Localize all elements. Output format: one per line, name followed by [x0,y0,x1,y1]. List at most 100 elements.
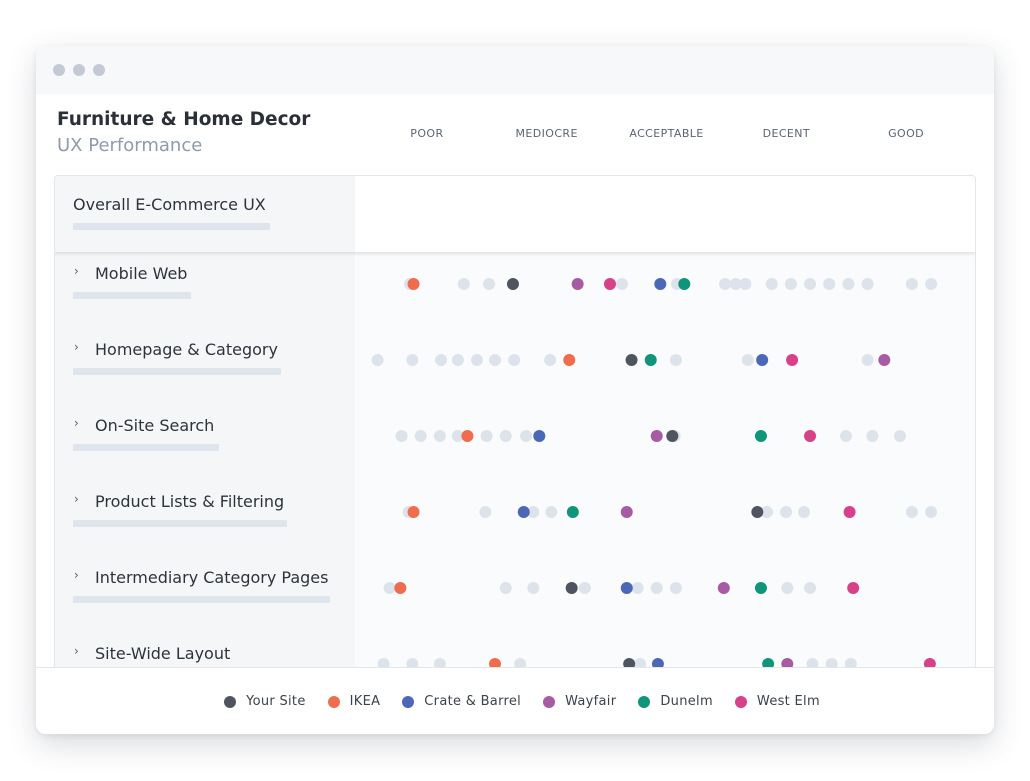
legend-item-your-site[interactable]: Your Site [224,694,306,709]
benchmark-dot[interactable] [451,354,464,366]
dot-ikea[interactable] [461,430,474,442]
benchmark-dot[interactable] [479,506,492,518]
benchmark-dot[interactable] [729,278,742,290]
benchmark-dot[interactable] [719,278,732,290]
benchmark-dot[interactable] [514,658,527,668]
dot-west-elm[interactable] [804,430,817,442]
benchmark-dot[interactable] [861,278,874,290]
benchmark-dot[interactable] [633,658,646,668]
dot-west-elm[interactable] [847,582,860,594]
expand-icon[interactable]: › [74,264,79,278]
benchmark-dot[interactable] [741,354,754,366]
benchmark-dot[interactable] [781,582,794,594]
benchmark-dot[interactable] [520,430,533,442]
dot-ikea[interactable] [407,278,420,290]
expand-icon[interactable]: › [74,492,79,506]
benchmark-dot[interactable] [433,430,446,442]
benchmark-dot[interactable] [804,582,817,594]
benchmark-dot[interactable] [765,278,778,290]
dot-crate-barrel[interactable] [654,278,667,290]
dot-crate-barrel[interactable] [756,354,769,366]
benchmark-dot[interactable] [406,354,419,366]
benchmark-dot[interactable] [840,430,853,442]
benchmark-dot[interactable] [578,582,591,594]
dot-crate-barrel[interactable] [620,582,633,594]
dot-dunelm[interactable] [754,582,767,594]
benchmark-dot[interactable] [631,582,644,594]
benchmark-dot[interactable] [457,278,470,290]
benchmark-dot[interactable] [780,506,793,518]
benchmark-dot[interactable] [406,658,419,668]
benchmark-dot[interactable] [669,354,682,366]
expand-icon[interactable]: › [74,340,79,354]
benchmark-dot[interactable] [371,354,384,366]
dot-crate-barrel[interactable] [651,658,664,668]
benchmark-dot[interactable] [784,278,797,290]
row-label-site-wide-layout[interactable]: Site-Wide Layout [95,644,231,663]
dot-ikea[interactable] [407,506,420,518]
benchmark-dot[interactable] [527,506,540,518]
dot-your-site[interactable] [751,506,764,518]
row-label-intermediary-category-pages[interactable]: Intermediary Category Pages [95,568,329,587]
legend-item-west-elm[interactable]: West Elm [734,694,820,709]
benchmark-dot[interactable] [893,430,906,442]
benchmark-dot[interactable] [508,354,521,366]
benchmark-dot[interactable] [499,582,512,594]
benchmark-dot[interactable] [499,430,512,442]
window-dot[interactable] [53,64,65,76]
benchmark-dot[interactable] [842,278,855,290]
benchmark-dot[interactable] [433,658,446,668]
expand-icon[interactable]: › [74,416,79,430]
dot-crate-barrel[interactable] [533,430,546,442]
dot-dunelm[interactable] [762,658,775,668]
dot-west-elm[interactable] [923,658,936,668]
benchmark-dot[interactable] [844,658,857,668]
benchmark-dot[interactable] [905,278,918,290]
row-label-product-lists-filtering[interactable]: Product Lists & Filtering [95,492,285,511]
benchmark-dot[interactable] [377,658,390,668]
benchmark-dot[interactable] [650,582,663,594]
benchmark-dot[interactable] [482,278,495,290]
benchmark-dot[interactable] [760,506,773,518]
benchmark-dot[interactable] [866,430,879,442]
dot-your-site[interactable] [565,582,578,594]
dot-west-elm[interactable] [843,506,856,518]
benchmark-dot[interactable] [861,354,874,366]
benchmark-dot[interactable] [925,506,938,518]
row-label-mobile-web[interactable]: Mobile Web [95,264,188,283]
benchmark-dot[interactable] [823,278,836,290]
window-dot[interactable] [73,64,85,76]
benchmark-dot[interactable] [806,658,819,668]
benchmark-dot[interactable] [488,354,501,366]
dot-west-elm[interactable] [603,278,616,290]
benchmark-dot[interactable] [527,582,540,594]
dot-dunelm[interactable] [566,506,579,518]
expand-icon[interactable]: › [74,568,79,582]
dot-west-elm[interactable] [786,354,799,366]
benchmark-dot[interactable] [925,278,938,290]
legend-item-dunelm[interactable]: Dunelm [638,694,713,709]
legend-item-wayfair[interactable]: Wayfair [543,694,616,709]
benchmark-dot[interactable] [905,506,918,518]
dot-ikea[interactable] [394,582,407,594]
dot-wayfair[interactable] [650,430,663,442]
benchmark-dot[interactable] [545,506,558,518]
benchmark-dot[interactable] [825,658,838,668]
dot-dunelm[interactable] [754,430,767,442]
dot-wayfair[interactable] [717,582,730,594]
dot-ikea[interactable] [563,354,576,366]
benchmark-dot[interactable] [739,278,752,290]
benchmark-dot[interactable] [471,354,484,366]
dot-crate-barrel[interactable] [517,506,530,518]
benchmark-dot[interactable] [615,278,628,290]
legend-item-crate-barrel[interactable]: Crate & Barrel [402,694,521,709]
window-dot[interactable] [93,64,105,76]
legend-item-ikea[interactable]: IKEA [327,694,381,709]
dot-wayfair[interactable] [620,506,633,518]
benchmark-dot[interactable] [669,582,682,594]
benchmark-dot[interactable] [544,354,557,366]
dot-wayfair[interactable] [571,278,584,290]
expand-icon[interactable]: › [74,644,79,658]
benchmark-dot[interactable] [798,506,811,518]
dot-dunelm[interactable] [678,278,691,290]
